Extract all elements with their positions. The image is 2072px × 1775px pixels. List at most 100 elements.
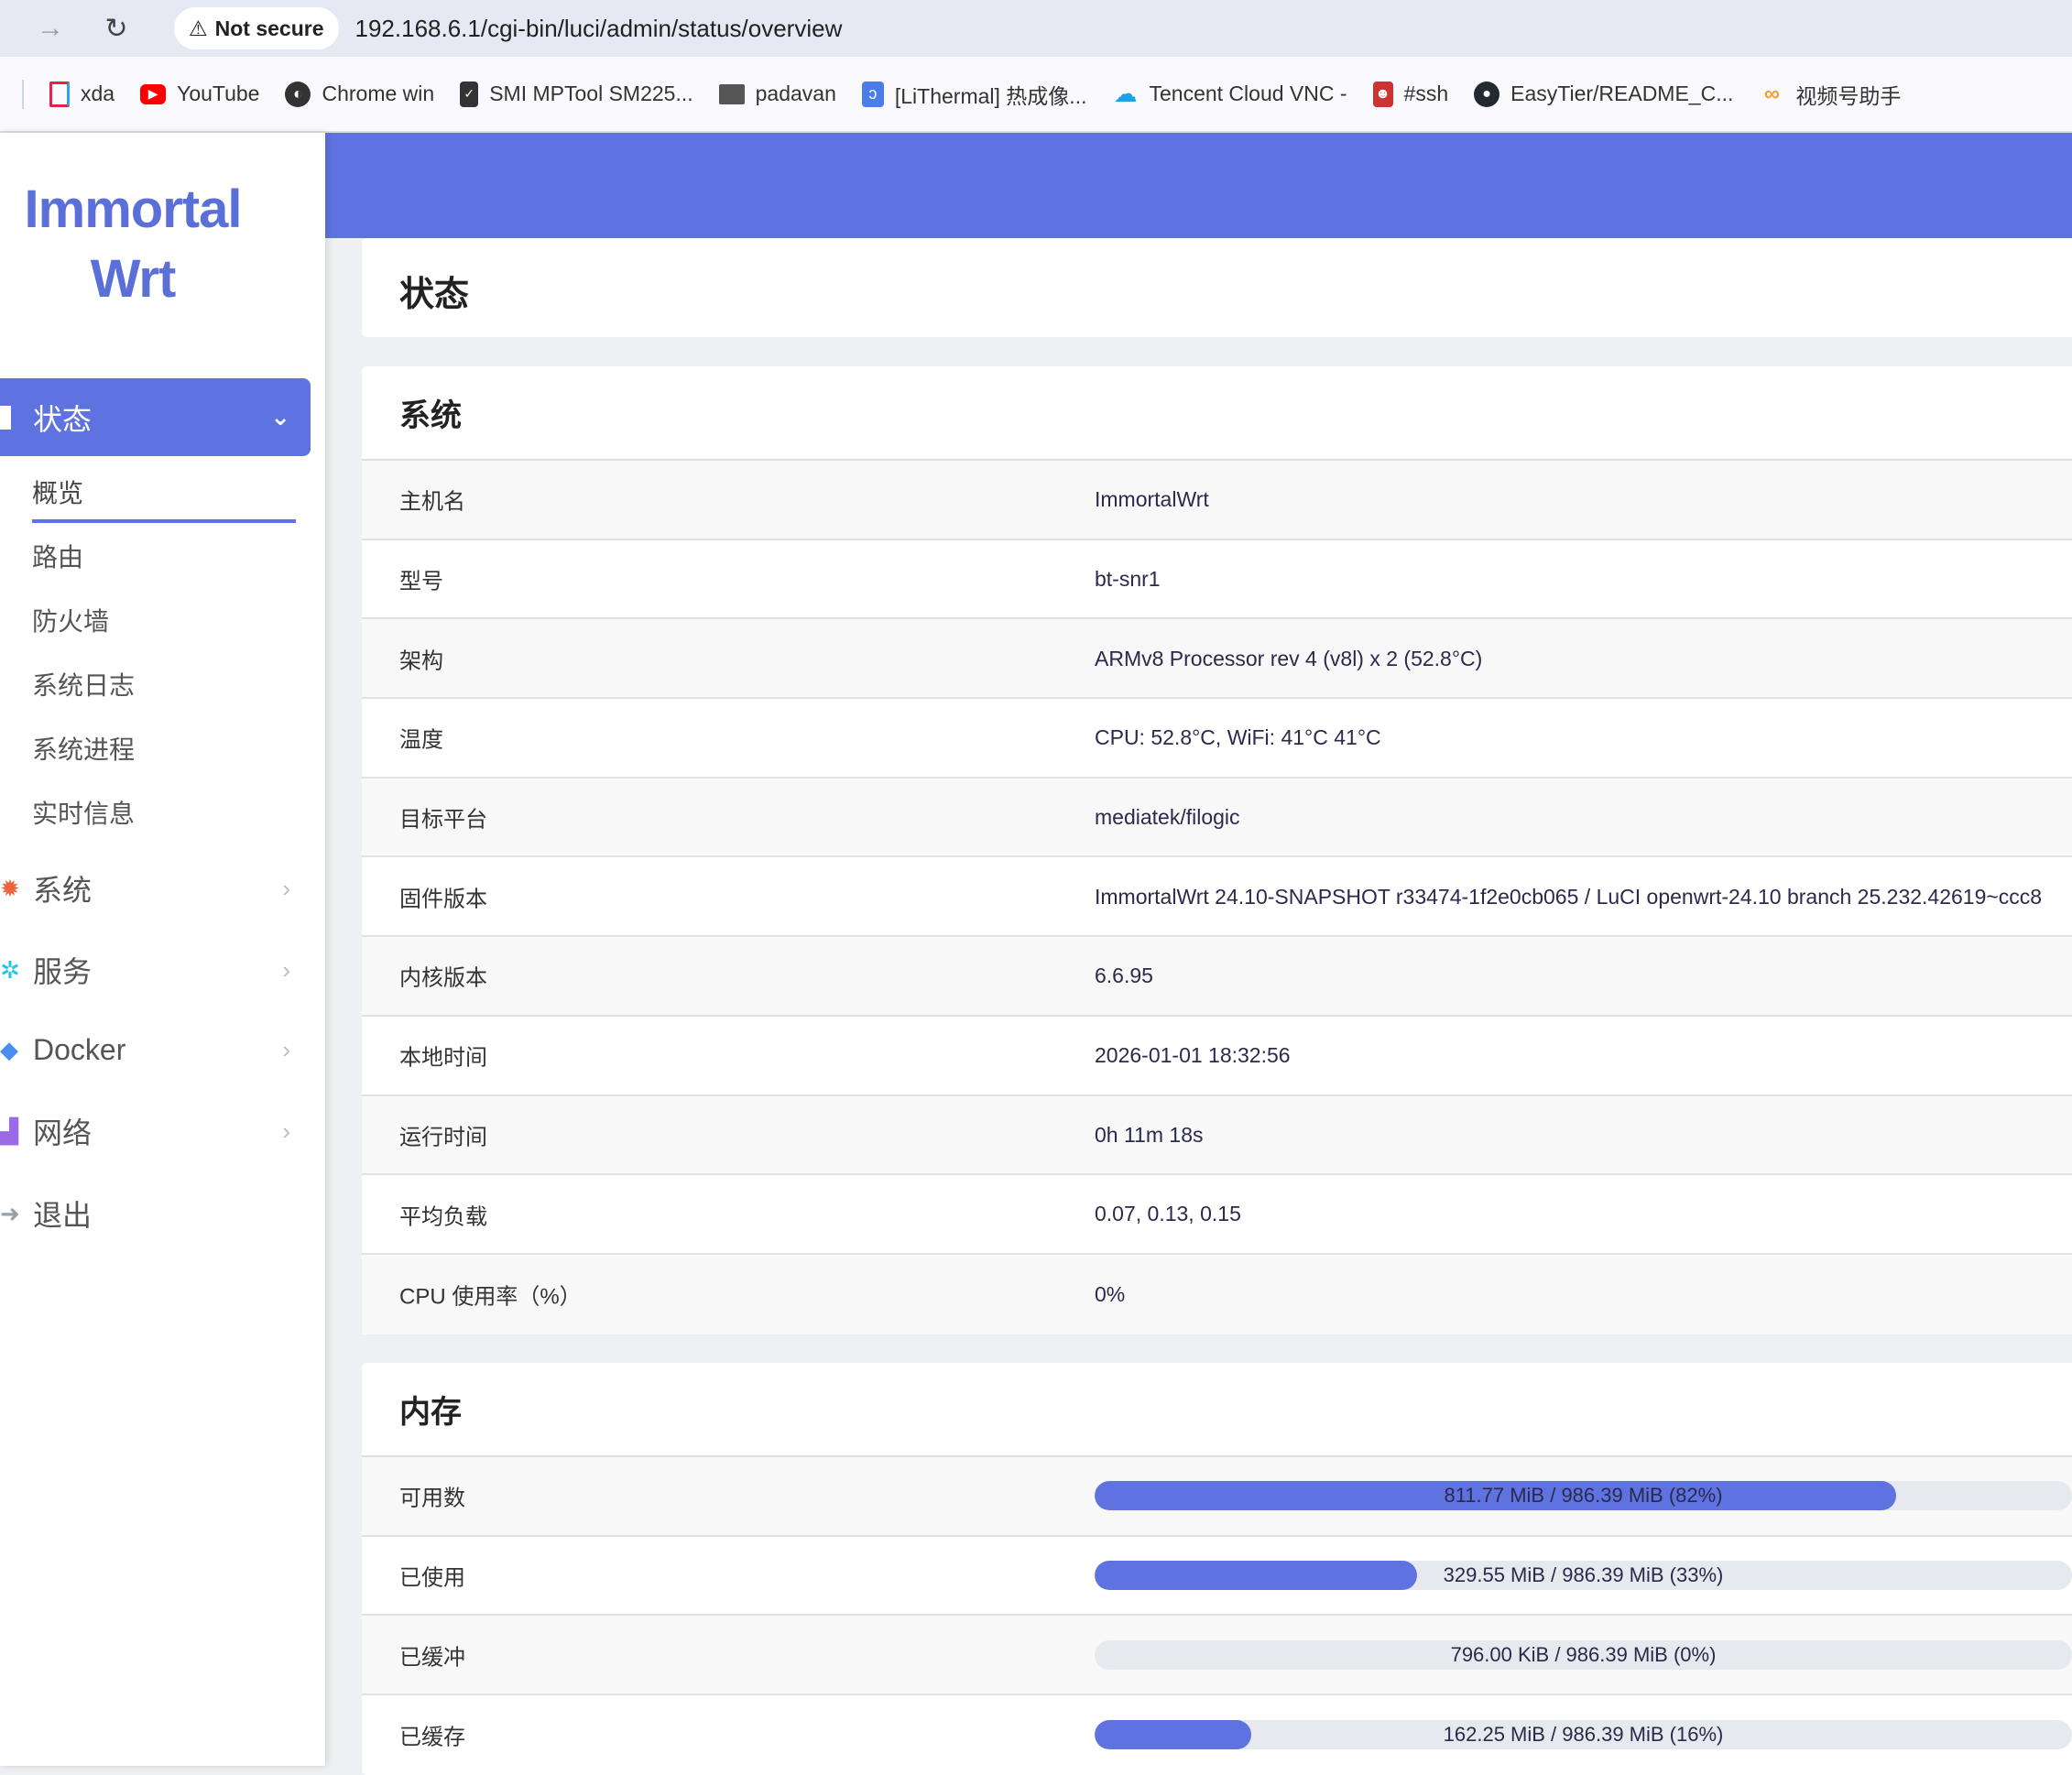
row-label: 型号 <box>399 569 443 594</box>
bookmark[interactable]: ↄ [LiThermal] 热成像... <box>861 79 1086 110</box>
table-row: 已使用 329.55 MiB / 986.39 MiB (33%) <box>362 1537 2072 1617</box>
bookmarks-bar: xda ▶ YouTube ◐ Chrome win ✓ SMI MPTool SM2… <box>0 57 2072 133</box>
gear-icon: ✹ <box>0 874 20 902</box>
bookmark[interactable]: ▶ YouTube <box>140 82 259 106</box>
bookmark-label: SMI MPTool SM225... <box>489 82 693 105</box>
row-value: ImmortalWrt <box>1095 487 1209 512</box>
bookmark-label: padavan <box>755 82 836 105</box>
logo-line2: Wrt <box>90 249 177 309</box>
bookmark[interactable]: padavan <box>718 82 836 106</box>
bookmark-label: 视频号助手 <box>1795 83 1902 108</box>
row-label: 内核版本 <box>399 965 487 991</box>
dashboard-icon <box>0 405 11 430</box>
progress-fill <box>1095 1481 1896 1511</box>
row-value: 6.6.95 <box>1095 964 1153 988</box>
cog-icon: ✲ <box>0 955 20 984</box>
xda-icon <box>49 81 70 107</box>
chevron-right-icon: › <box>282 1116 290 1145</box>
row-value: bt-snr1 <box>1095 566 1161 591</box>
header-band <box>325 133 2072 238</box>
sidebar-item-logout[interactable]: ➜ 退出 <box>0 1186 311 1241</box>
sidebar-item-label: 网络 <box>33 1116 93 1149</box>
bookmark[interactable]: ◐ Chrome win <box>285 81 435 107</box>
section-title: 内存 <box>362 1363 2072 1457</box>
bookmark-label: Chrome win <box>322 82 435 105</box>
progress-fill <box>1095 1561 1418 1591</box>
progress-bar: 329.55 MiB / 986.39 MiB (33%) <box>1095 1561 2072 1591</box>
row-label: 固件版本 <box>399 887 487 912</box>
youtube-icon: ▶ <box>140 83 167 104</box>
bookmark[interactable]: ● EasyTier/README_C... <box>1474 81 1734 107</box>
row-label: 架构 <box>399 648 443 674</box>
github-icon: ● <box>1474 81 1500 107</box>
sidebar-item-label: 状态 <box>33 402 93 436</box>
sidebar-item-network[interactable]: ▟ 网络 › <box>0 1104 311 1159</box>
submenu-firewall[interactable]: 防火墙 <box>32 607 110 636</box>
bookmark[interactable]: ☻ #ssh <box>1372 81 1449 107</box>
system-table: 主机名 ImmortalWrt 型号 bt-snr1 架构 ARMv8 Processor… <box>362 461 2072 1334</box>
row-value: 0% <box>1095 1282 1126 1307</box>
table-row: 固件版本 ImmortalWrt 24.10-SNAPSHOT r33474-1f… <box>362 857 2072 938</box>
bookmark-label: EasyTier/README_C... <box>1510 82 1734 105</box>
progress-text: 811.77 MiB / 986.39 MiB (82%) <box>1444 1484 1723 1508</box>
submenu-realtime[interactable]: 实时信息 <box>32 800 136 828</box>
usb-icon: ✓ <box>460 81 479 107</box>
submenu-routes[interactable]: 路由 <box>32 543 84 572</box>
table-row: CPU 使用率（%） 0% <box>362 1254 2072 1334</box>
row-value: ARMv8 Processor rev 4 (v8l) x 2 (52.8°C) <box>1095 646 1483 670</box>
row-value: 0h 11m 18s <box>1095 1122 1204 1147</box>
table-row: 本地时间 2026-01-01 18:32:56 <box>362 1017 2072 1096</box>
page-title: 状态 <box>399 276 470 314</box>
row-label: 已缓存 <box>399 1725 465 1750</box>
page-title-card: 状态 <box>362 238 2072 337</box>
submenu-syslog[interactable]: 系统日志 <box>32 671 136 700</box>
url-text[interactable]: 192.168.6.1/cgi-bin/luci/admin/status/ov… <box>354 14 843 42</box>
sidebar-item-label: Docker <box>33 1032 126 1066</box>
row-value: ImmortalWrt 24.10-SNAPSHOT r33474-1f2e0c… <box>1095 884 2043 909</box>
sidebar-item-docker[interactable]: ◆ Docker › <box>0 1022 311 1077</box>
progress-bar: 796.00 KiB / 986.39 MiB (0%) <box>1095 1639 2072 1670</box>
sidebar-item-system[interactable]: ✹ 系统 › <box>0 861 311 916</box>
bookmark[interactable]: xda <box>49 81 115 107</box>
row-value: mediatek/filogic <box>1095 805 1240 829</box>
bookmark-label: xda <box>81 82 115 105</box>
progress-text: 329.55 MiB / 986.39 MiB (33%) <box>1443 1563 1724 1587</box>
bookmark[interactable]: ✓ SMI MPTool SM225... <box>460 81 693 107</box>
table-row: 温度 CPU: 52.8°C, WiFi: 41°C 41°C <box>362 699 2072 779</box>
table-row: 已缓冲 796.00 KiB / 986.39 MiB (0%) <box>362 1616 2072 1696</box>
chevron-down-icon: ⌄ <box>270 403 290 430</box>
progress-fill <box>1095 1720 1251 1750</box>
globe-icon: ◐ <box>285 81 311 107</box>
row-value: CPU: 52.8°C, WiFi: 41°C 41°C <box>1095 725 1381 750</box>
divider <box>22 79 24 109</box>
table-row: 型号 bt-snr1 <box>362 540 2072 620</box>
warning-icon: ⚠ <box>189 16 208 40</box>
bookmark-label: #ssh <box>1403 82 1449 105</box>
chevron-right-icon: › <box>282 955 290 984</box>
forward-icon[interactable]: → <box>37 13 64 43</box>
sidebar-item-label: 服务 <box>33 955 93 988</box>
row-label: 目标平台 <box>399 807 487 833</box>
sidebar-item-services[interactable]: ✲ 服务 › <box>0 942 311 997</box>
browser-toolbar: → ↻ ⚠ Not secure 192.168.6.1/cgi-bin/luc… <box>0 0 2072 57</box>
security-label: Not secure <box>214 16 324 40</box>
security-chip[interactable]: ⚠ Not secure <box>174 7 339 49</box>
sidebar-item-label: 退出 <box>33 1199 93 1232</box>
cloud-icon: ☁ <box>1113 80 1138 107</box>
table-row: 架构 ARMv8 Processor rev 4 (v8l) x 2 (52.8°… <box>362 619 2072 700</box>
submenu-processes[interactable]: 系统进程 <box>32 735 136 764</box>
table-row: 可用数 811.77 MiB / 986.39 MiB (82%) <box>362 1457 2072 1537</box>
bookmark[interactable]: ☁ Tencent Cloud VNC - <box>1112 80 1347 107</box>
submenu-overview[interactable]: 概览 <box>32 479 84 507</box>
bookmark-label: Tencent Cloud VNC - <box>1149 82 1347 105</box>
chevron-right-icon: › <box>282 1035 290 1063</box>
row-label: 已缓冲 <box>399 1645 465 1671</box>
reload-icon[interactable]: ↻ <box>104 13 128 44</box>
bookmark-label: YouTube <box>177 82 260 105</box>
bookmark[interactable]: ∞ 视频号助手 <box>1759 79 1902 110</box>
logout-icon: ➜ <box>0 1199 20 1227</box>
sidebar-item-status[interactable]: 状态 ⌄ <box>0 378 311 456</box>
memory-section: 内存 可用数 811.77 MiB / 986.39 MiB (82%) 已使用 32… <box>362 1363 2072 1775</box>
table-row: 内核版本 6.6.95 <box>362 937 2072 1017</box>
address-bar[interactable]: ⚠ Not secure 192.168.6.1/cgi-bin/luci/ad… <box>165 0 2072 57</box>
